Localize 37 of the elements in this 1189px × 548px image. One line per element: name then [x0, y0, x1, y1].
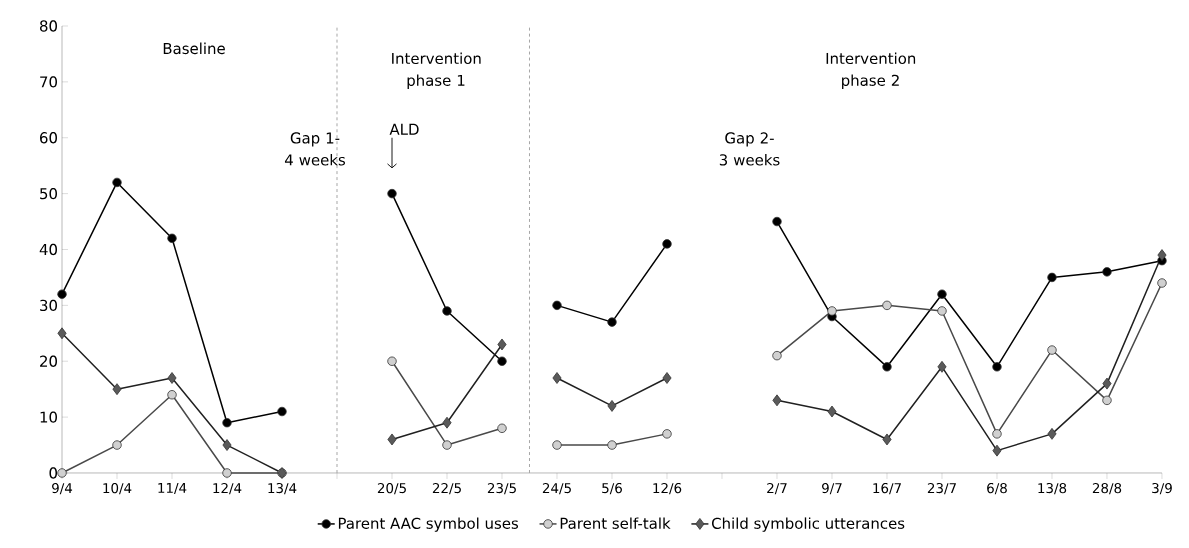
x-tick-label: 16/7 — [873, 483, 901, 495]
y-tick-label: 50 — [40, 187, 57, 200]
x-tick-label: 13/4 — [268, 483, 297, 495]
x-tick-label: 12/6 — [653, 483, 682, 495]
x-tick-label: 3/9 — [1152, 483, 1172, 495]
annotation: Gap 1- 4 weeks — [284, 132, 346, 166]
x-tick-label: 6/8 — [987, 483, 1007, 495]
y-tick-label: 20 — [40, 355, 57, 367]
x-tick-label: 24/5 — [542, 483, 571, 495]
y-tick-label: 70 — [40, 76, 57, 88]
x-tick-label: 12/4 — [213, 483, 242, 495]
annotation: Intervention phase 1 — [392, 52, 481, 89]
legend-label: Parent AAC symbol uses — [338, 517, 519, 532]
y-tick-label: 40 — [39, 243, 57, 256]
y-tick-label: 60 — [40, 132, 57, 144]
x-tick-label: 10/4 — [103, 483, 132, 495]
x-tick-label: 23/7 — [927, 483, 956, 495]
y-tick-label: 80 — [39, 20, 57, 32]
legend-label: Parent self-talk — [560, 517, 671, 529]
y-tick-label: 10 — [40, 411, 57, 423]
x-tick-label: 22/5 — [432, 483, 461, 495]
annotation: Gap 2- 3 weeks — [719, 132, 780, 166]
x-tick-label: 28/8 — [1092, 483, 1122, 495]
x-tick-label: 9/4 — [52, 483, 73, 495]
annotation: Intervention phase 2 — [826, 52, 916, 89]
x-tick-label: 5/6 — [602, 483, 622, 495]
x-tick-label: 9/7 — [822, 483, 842, 495]
y-tick-label: 0 — [49, 467, 57, 479]
x-tick-label: 2/7 — [767, 483, 787, 495]
annotation: ALD — [389, 123, 419, 135]
x-tick-label: 11/4 — [158, 482, 187, 495]
x-tick-label: 23/5 — [487, 483, 516, 495]
legend-label: Child symbolic utterances — [711, 517, 905, 532]
annotation: Baseline — [163, 42, 225, 55]
y-tick-label: 30 — [40, 299, 57, 312]
x-tick-label: 20/5 — [377, 483, 406, 495]
x-tick-label: 13/8 — [1038, 483, 1067, 495]
